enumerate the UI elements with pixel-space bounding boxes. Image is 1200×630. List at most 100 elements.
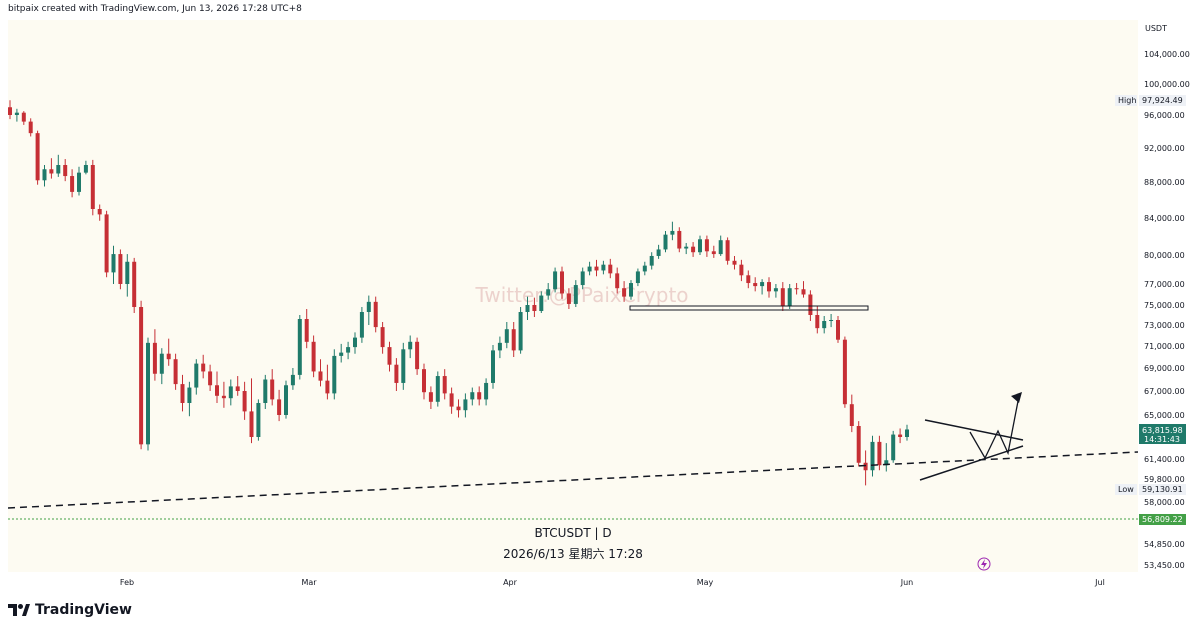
candle-body <box>711 251 716 255</box>
y-tick-label: 54,850.00 <box>1144 540 1185 549</box>
candle-body <box>387 347 392 365</box>
candle <box>601 260 606 275</box>
candle <box>801 281 806 298</box>
candle-body <box>477 392 482 400</box>
candle-body <box>484 382 489 400</box>
y-tick-label: 53,450.00 <box>1144 561 1185 570</box>
candle-body <box>284 385 288 415</box>
candle-body <box>139 307 144 445</box>
candle <box>139 300 144 450</box>
candle-body <box>359 312 364 338</box>
price-axis[interactable] <box>1138 20 1200 572</box>
candle-body <box>408 341 413 350</box>
candle <box>546 283 551 300</box>
high-value: 97,924.49 <box>1142 96 1183 105</box>
candle <box>332 349 337 400</box>
candle-body <box>580 271 585 286</box>
candle <box>387 341 392 372</box>
candle-body <box>201 363 206 372</box>
candle <box>97 204 102 221</box>
candle <box>497 336 502 359</box>
candle <box>829 314 834 328</box>
candle <box>435 371 440 407</box>
candle-body <box>691 246 696 253</box>
candle <box>422 363 426 400</box>
candle-body <box>14 112 19 115</box>
candle-body <box>435 376 440 402</box>
y-tick-label: 61,400.00 <box>1144 455 1185 464</box>
candle-body <box>898 434 903 437</box>
candle-body <box>49 169 54 174</box>
low-label-box <box>1115 484 1137 495</box>
candle <box>836 316 840 343</box>
y-tick-label: 69,000.00 <box>1144 364 1185 373</box>
candle-body <box>822 321 827 329</box>
candle-body <box>884 460 889 466</box>
candle-body <box>290 374 295 386</box>
candle-body <box>780 288 785 306</box>
candle-body <box>698 239 702 253</box>
candle <box>428 386 433 409</box>
candle <box>704 235 709 257</box>
candle <box>346 341 351 360</box>
lightning-icon-bolt <box>981 559 987 569</box>
lightning-icon[interactable] <box>977 557 991 571</box>
candle-body <box>849 404 854 426</box>
candle <box>525 296 530 320</box>
candle-body <box>815 315 820 329</box>
candle-body <box>159 353 164 374</box>
candle-body <box>104 214 109 273</box>
candle <box>698 235 702 255</box>
candle <box>14 108 19 122</box>
candle <box>104 210 109 278</box>
candle-body <box>739 264 744 276</box>
candle-body <box>836 320 840 340</box>
candle-body <box>380 327 385 348</box>
candle <box>353 332 357 354</box>
candle-body <box>111 254 116 273</box>
candle <box>594 259 599 277</box>
candle <box>270 369 275 406</box>
candle <box>849 394 854 433</box>
candle <box>677 227 682 253</box>
candle-body <box>463 399 468 411</box>
candle <box>822 316 827 334</box>
candle <box>491 344 495 389</box>
low-value-box <box>1139 484 1186 495</box>
candle <box>635 268 640 287</box>
y-tick-label: 100,000.00 <box>1144 80 1190 89</box>
candle-body <box>401 349 406 383</box>
candle-body <box>311 341 316 372</box>
candle-body <box>573 285 578 304</box>
low-label: Low <box>1118 485 1134 494</box>
candle-body <box>608 264 613 274</box>
candle <box>760 279 765 295</box>
tradingview-logo-icon <box>8 604 30 616</box>
candle-body <box>297 319 302 375</box>
candle <box>28 118 33 137</box>
candle <box>684 242 689 255</box>
x-tick-label: May <box>697 578 714 587</box>
candle <box>794 283 799 295</box>
candle <box>511 322 516 357</box>
candle <box>580 267 585 290</box>
candle <box>711 245 716 258</box>
timestamp-label: 2026/6/13 星期六 17:28 <box>503 547 643 561</box>
tradingview-brand[interactable]: TradingView <box>8 600 132 620</box>
candle <box>642 261 647 276</box>
candle-body <box>125 261 130 284</box>
candle <box>304 309 309 349</box>
y-tick-label: 104,000.00 <box>1144 50 1190 59</box>
candle <box>629 280 633 300</box>
candle-body <box>332 355 337 394</box>
candle-body <box>42 169 47 181</box>
candle <box>670 221 675 241</box>
footer-bar <box>0 572 1200 630</box>
bottom-tag-box <box>1139 514 1186 525</box>
candle <box>111 245 116 284</box>
candle-body <box>856 426 861 463</box>
candle-body <box>615 273 620 289</box>
candle <box>63 159 68 182</box>
candle <box>470 387 475 406</box>
